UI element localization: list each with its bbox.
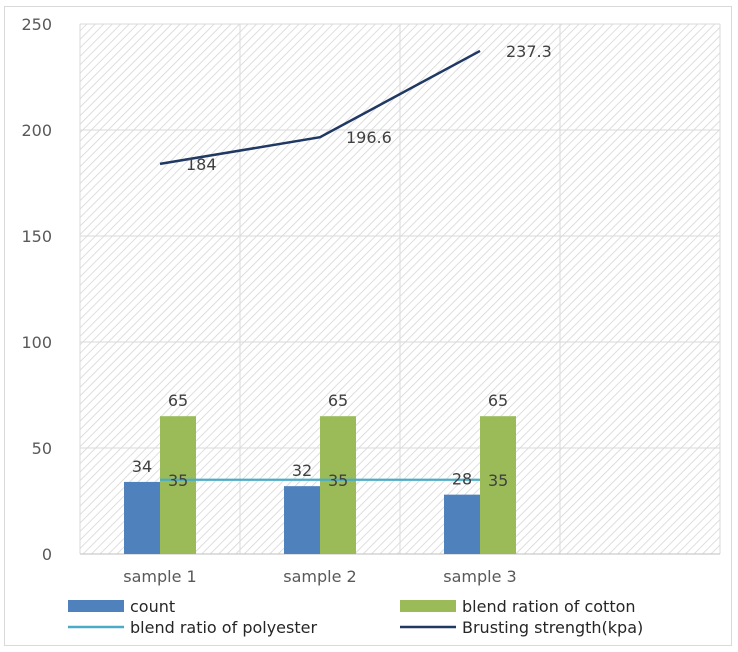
legend-label: Brusting strength(kpa) (462, 618, 643, 637)
gridlines (79, 23, 721, 555)
bar (160, 416, 196, 554)
bar (124, 481, 160, 554)
y-tick-label: 150 (21, 227, 52, 246)
data-label: 35 (328, 471, 348, 490)
x-tick-label: sample 1 (123, 567, 196, 586)
data-label: 65 (488, 391, 508, 410)
x-tick-label: sample 3 (443, 567, 516, 586)
legend-swatch (68, 600, 124, 612)
legend-label: count (130, 597, 175, 616)
data-label: 28 (452, 470, 472, 489)
data-label: 34 (132, 457, 152, 476)
bar (284, 486, 320, 554)
y-tick-label: 250 (21, 15, 52, 34)
bar (480, 416, 516, 554)
legend: count blend ration of cotton blend ratio o… (68, 597, 643, 637)
legend-label: blend ratio of polyester (130, 618, 317, 637)
data-label: 65 (168, 391, 188, 410)
y-tick-label: 0 (42, 545, 52, 564)
data-label: 32 (292, 461, 312, 480)
data-label: 35 (488, 471, 508, 490)
data-label: 196.6 (346, 128, 392, 147)
legend-label: blend ration of cotton (462, 597, 636, 616)
data-label: 184 (186, 155, 217, 174)
series-line (159, 49, 481, 166)
x-tick-label: sample 2 (283, 567, 356, 586)
data-labels: 34 32 28 65 65 65 35 35 35 184 196.6 237.3 (132, 42, 552, 490)
data-label: 35 (168, 471, 188, 490)
y-tick-label: 50 (32, 439, 52, 458)
legend-swatch (400, 600, 456, 612)
y-tick-label: 200 (21, 121, 52, 140)
data-label: 237.3 (506, 42, 552, 61)
line-series (159, 49, 481, 481)
axes: 0 50 100 150 200 250 sample 1 sample 2 sample 3 (21, 15, 720, 586)
y-tick-label: 100 (21, 333, 52, 352)
bar-series (124, 416, 516, 554)
bar (320, 416, 356, 554)
bar (444, 494, 480, 554)
data-label: 65 (328, 391, 348, 410)
